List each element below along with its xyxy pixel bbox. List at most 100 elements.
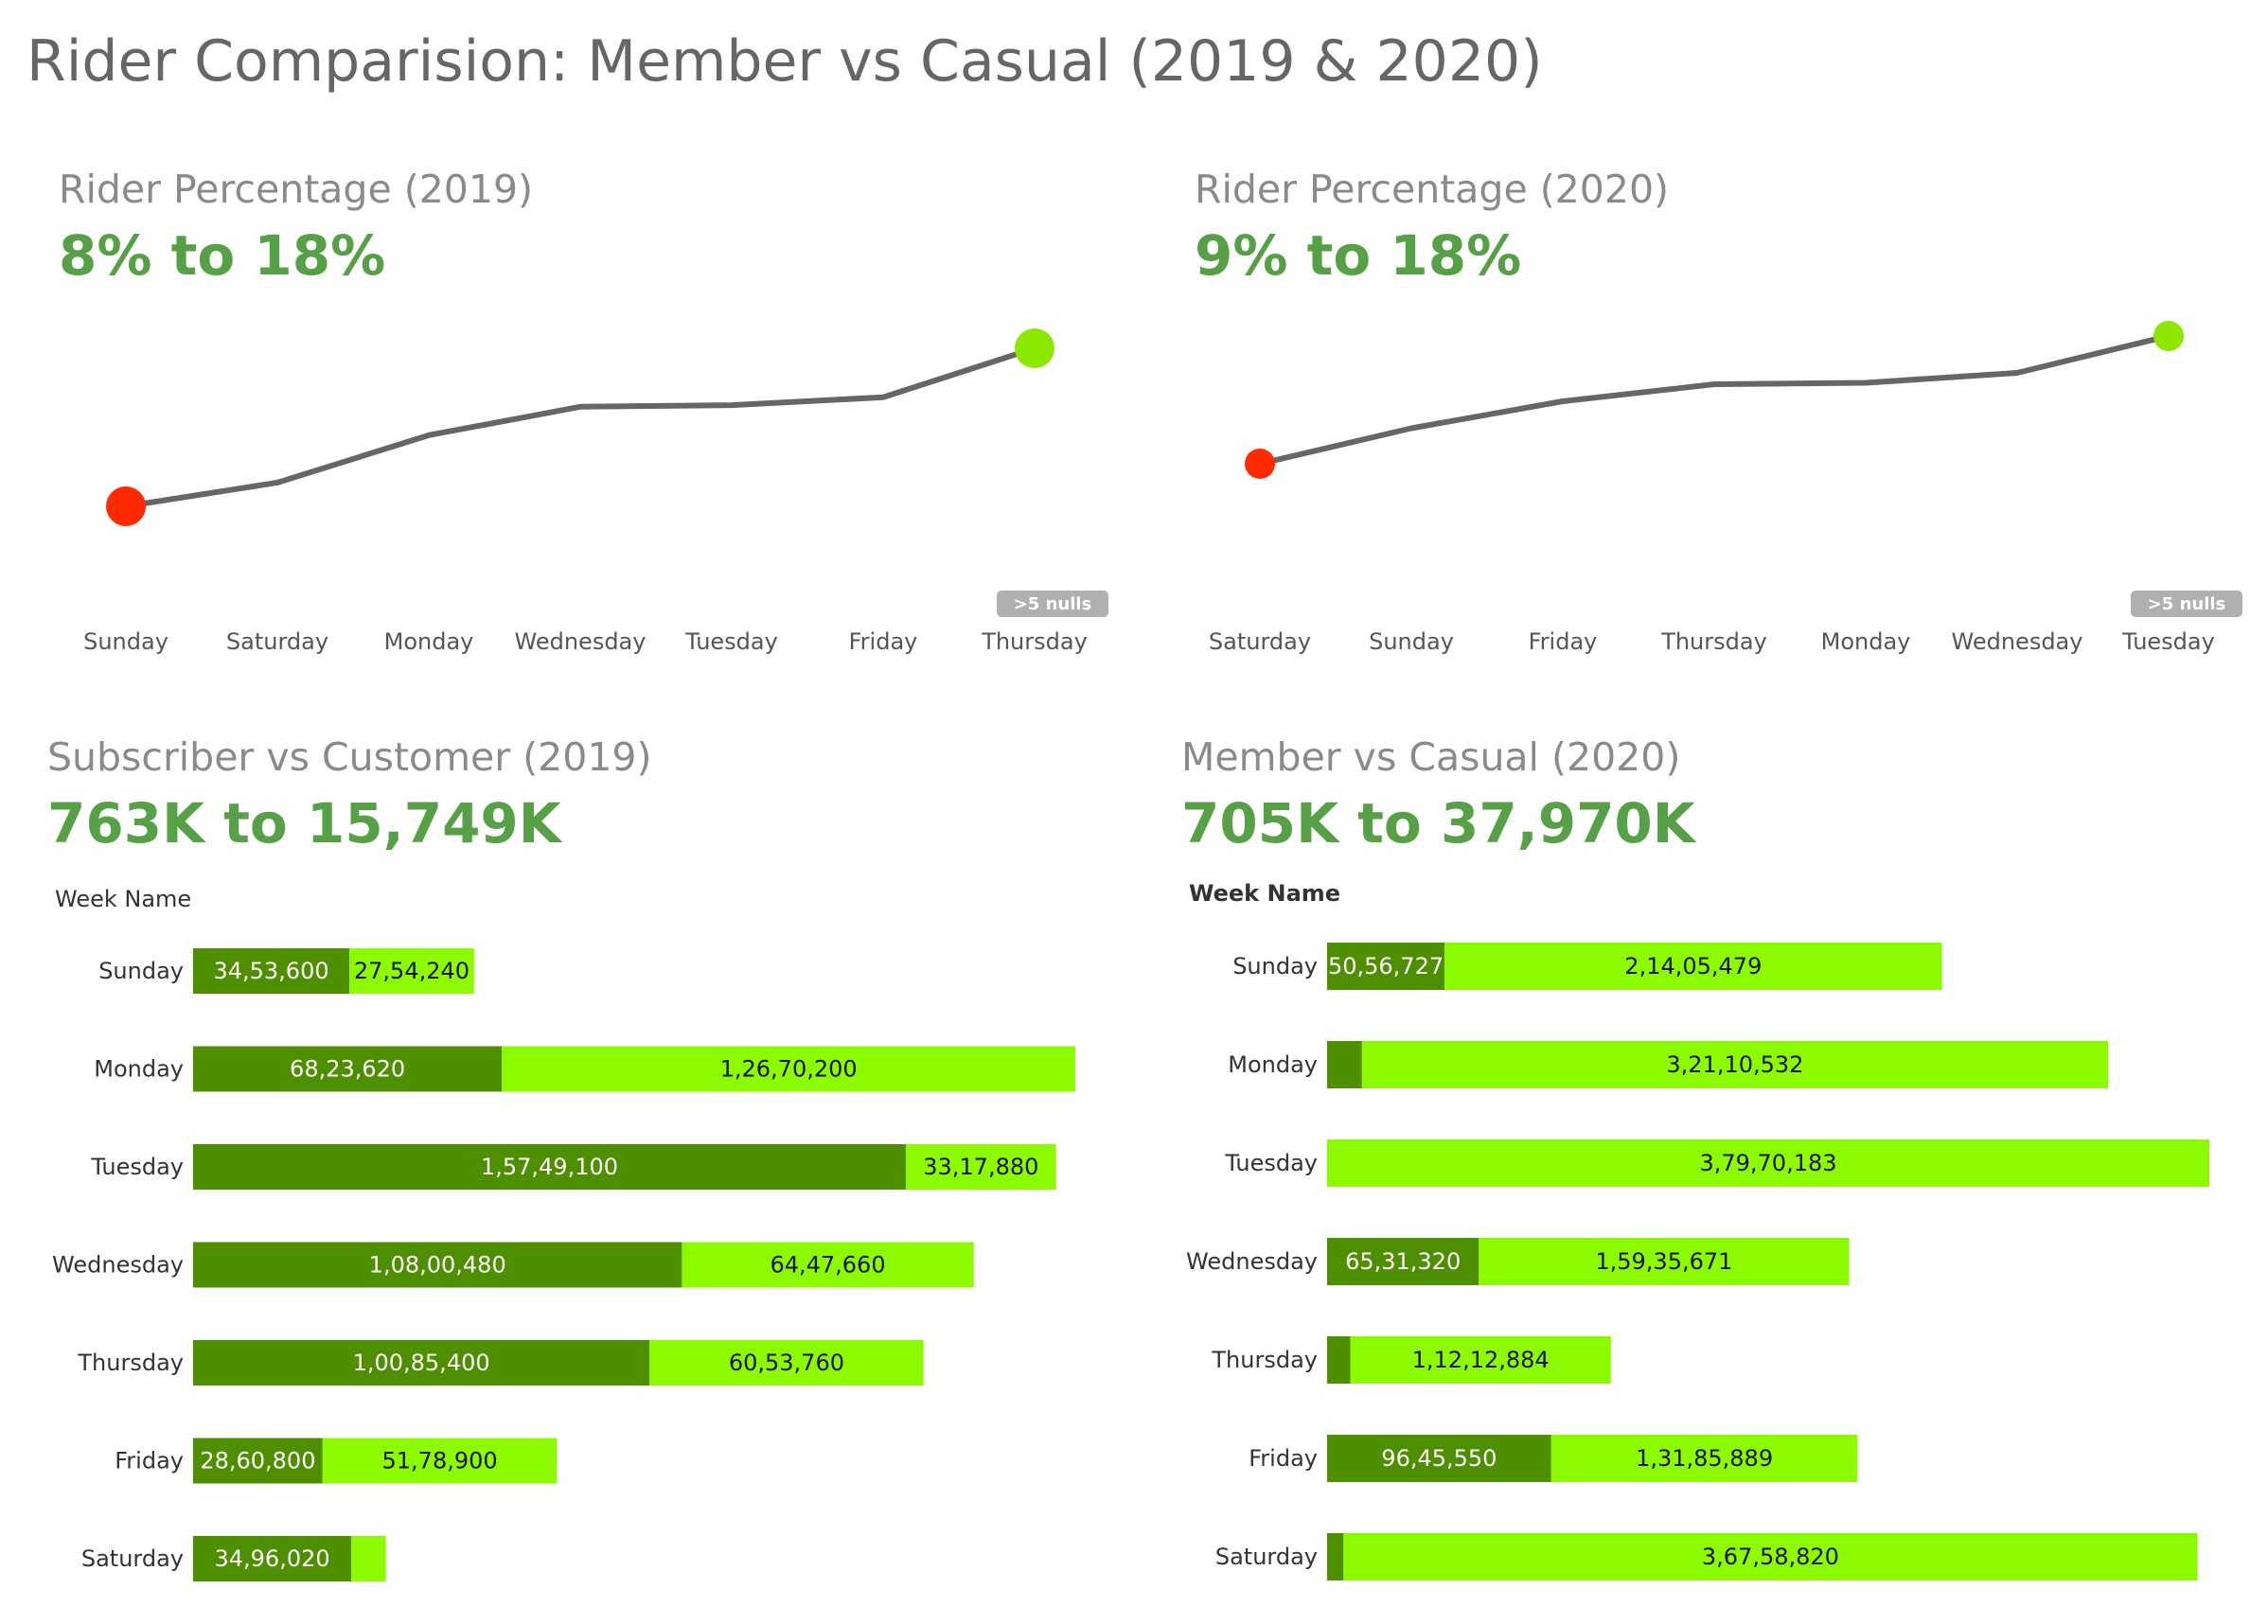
bar-value-label: 68,23,620 <box>290 1056 405 1083</box>
bar-value-label: 1,12,12,884 <box>1412 1347 1550 1373</box>
x-tick-label: Tuesday <box>684 628 778 655</box>
bar-segment <box>1361 1041 2108 1088</box>
x-tick-label: Saturday <box>1209 628 1311 655</box>
bar-segment <box>1327 1336 1351 1384</box>
max-point <box>2153 321 2184 351</box>
panel-title: Subscriber vs Customer (2019) <box>47 734 652 780</box>
kpi-range: 8% to 18% <box>59 223 386 288</box>
x-tick-label: Sunday <box>83 628 168 655</box>
bar-value-label: 3,21,10,532 <box>1666 1051 1803 1078</box>
nulls-badge <box>997 591 1108 617</box>
bar-value-label: 34,96,020 <box>214 1545 329 1572</box>
panel-title: Member vs Casual (2020) <box>1181 734 1681 780</box>
bar-segment <box>1479 1238 1850 1285</box>
bar-value-label: 28,60,800 <box>200 1448 315 1474</box>
series-line <box>1257 333 2171 467</box>
bar-segment <box>1327 1238 1480 1285</box>
bar-segment <box>1327 1041 1362 1088</box>
x-tick-label: Thursday <box>1660 628 1767 655</box>
category-label: Wednesday <box>52 1252 184 1279</box>
bar-value-label: 1,31,85,889 <box>1636 1445 1773 1472</box>
panel-title: Rider Percentage (2019) <box>59 167 534 212</box>
bar-segment <box>193 1242 682 1288</box>
bar-segment <box>193 1046 503 1092</box>
bar-value-label: 27,54,240 <box>354 958 470 984</box>
bar-value-label: 1,59,35,671 <box>1595 1248 1732 1275</box>
bar-value-label: 50,56,727 <box>1328 953 1444 980</box>
panel-title: Rider Percentage (2020) <box>1195 167 1670 212</box>
x-tick-label: Monday <box>384 628 474 655</box>
x-tick-label: Friday <box>1529 628 1598 655</box>
nulls-badge-label: >5 nulls <box>2148 594 2226 614</box>
bar-value-label: 96,45,550 <box>1381 1445 1497 1472</box>
category-label: Monday <box>1228 1051 1318 1078</box>
series-line <box>123 345 1037 509</box>
bar-segment <box>1327 1435 1551 1482</box>
category-label: Wednesday <box>1186 1248 1318 1275</box>
bar-segment <box>649 1340 924 1386</box>
bar-value-label: 1,26,70,200 <box>720 1056 858 1083</box>
bar-segment <box>682 1242 974 1288</box>
line-chart-2020: Saturday Sunday Friday Thursday Monday Wednes… <box>1209 321 2242 655</box>
x-tick-label: Friday <box>849 628 918 655</box>
min-point <box>106 486 146 526</box>
bar-segment <box>1550 1435 1858 1482</box>
x-tick-label: Wednesday <box>515 628 647 655</box>
bar-value-label: 2,14,05,479 <box>1624 953 1762 980</box>
column-header: Week Name <box>55 886 191 912</box>
bar-value-label: 1,00,85,400 <box>353 1350 490 1376</box>
bar-value-label: 1,57,49,100 <box>481 1154 618 1180</box>
bar-value-label: 60,53,760 <box>729 1350 844 1376</box>
x-tick-label: Monday <box>1821 628 1911 655</box>
bar-segment <box>502 1046 1076 1092</box>
bar-chart-2020: Week Name Sunday 50,56,727 2,14,05,479 Monda… <box>1186 880 2209 1580</box>
category-label: Sunday <box>98 958 184 984</box>
bar-value-label: 3,79,70,183 <box>1699 1150 1836 1176</box>
line-chart-2019: Sunday Saturday Monday Wednesday Tuesday Frid… <box>83 328 1108 655</box>
kpi-range: 763K to 15,749K <box>47 791 561 856</box>
bar-value-label: 33,17,880 <box>923 1154 1038 1180</box>
bar-segment <box>1327 943 1445 990</box>
category-label: Sunday <box>1232 953 1318 980</box>
bar-segment <box>193 1438 323 1484</box>
bar-segment <box>322 1438 558 1484</box>
category-label: Thursday <box>1211 1347 1318 1373</box>
bar-segment <box>1343 1533 2198 1580</box>
category-label: Friday <box>1249 1445 1318 1472</box>
max-point <box>1015 328 1054 368</box>
kpi-range: 9% to 18% <box>1195 223 1522 288</box>
category-label: Saturday <box>81 1545 184 1572</box>
bar-segment <box>349 948 474 994</box>
min-point <box>1245 449 1275 479</box>
bar-value-label: 64,47,660 <box>770 1252 885 1279</box>
bar-value-label: 51,78,900 <box>382 1448 498 1474</box>
x-tick-label: Tuesday <box>2121 628 2215 655</box>
x-tick-label: Thursday <box>981 628 1088 655</box>
bar-value-label: 65,31,320 <box>1345 1248 1461 1275</box>
bar-value-label: 3,67,58,820 <box>1702 1544 1839 1570</box>
bar-segment <box>1350 1336 1611 1384</box>
bar-segment <box>1327 1533 1344 1580</box>
x-tick-label: Saturday <box>226 628 328 655</box>
category-label: Friday <box>115 1448 184 1474</box>
kpi-range: 705K to 37,970K <box>1181 791 1695 856</box>
bar-segment <box>1327 1139 2209 1187</box>
bar-value-label: 1,08,00,480 <box>369 1252 506 1279</box>
bar-segment <box>1444 943 1942 990</box>
bar-segment <box>193 1144 906 1190</box>
bar-segment <box>906 1144 1056 1190</box>
x-tick-label: Sunday <box>1369 628 1454 655</box>
bar-segment <box>351 1536 386 1581</box>
bar-chart-2019: Week Name Sunday 34,53,600 27,54,240 Monday 6… <box>52 886 1076 1581</box>
nulls-badge-label: >5 nulls <box>1014 594 1092 614</box>
bar-segment <box>193 1340 650 1386</box>
bar-segment <box>193 948 350 994</box>
bar-segment <box>193 1536 352 1581</box>
category-label: Tuesday <box>90 1154 184 1180</box>
x-tick-label: Wednesday <box>1952 628 2083 655</box>
category-label: Thursday <box>77 1350 184 1376</box>
category-label: Monday <box>94 1056 184 1083</box>
dashboard-title: Rider Comparision: Member vs Casual (201… <box>27 28 1543 95</box>
column-header: Week Name <box>1189 880 1340 907</box>
bar-value-label: 34,53,600 <box>213 958 328 984</box>
